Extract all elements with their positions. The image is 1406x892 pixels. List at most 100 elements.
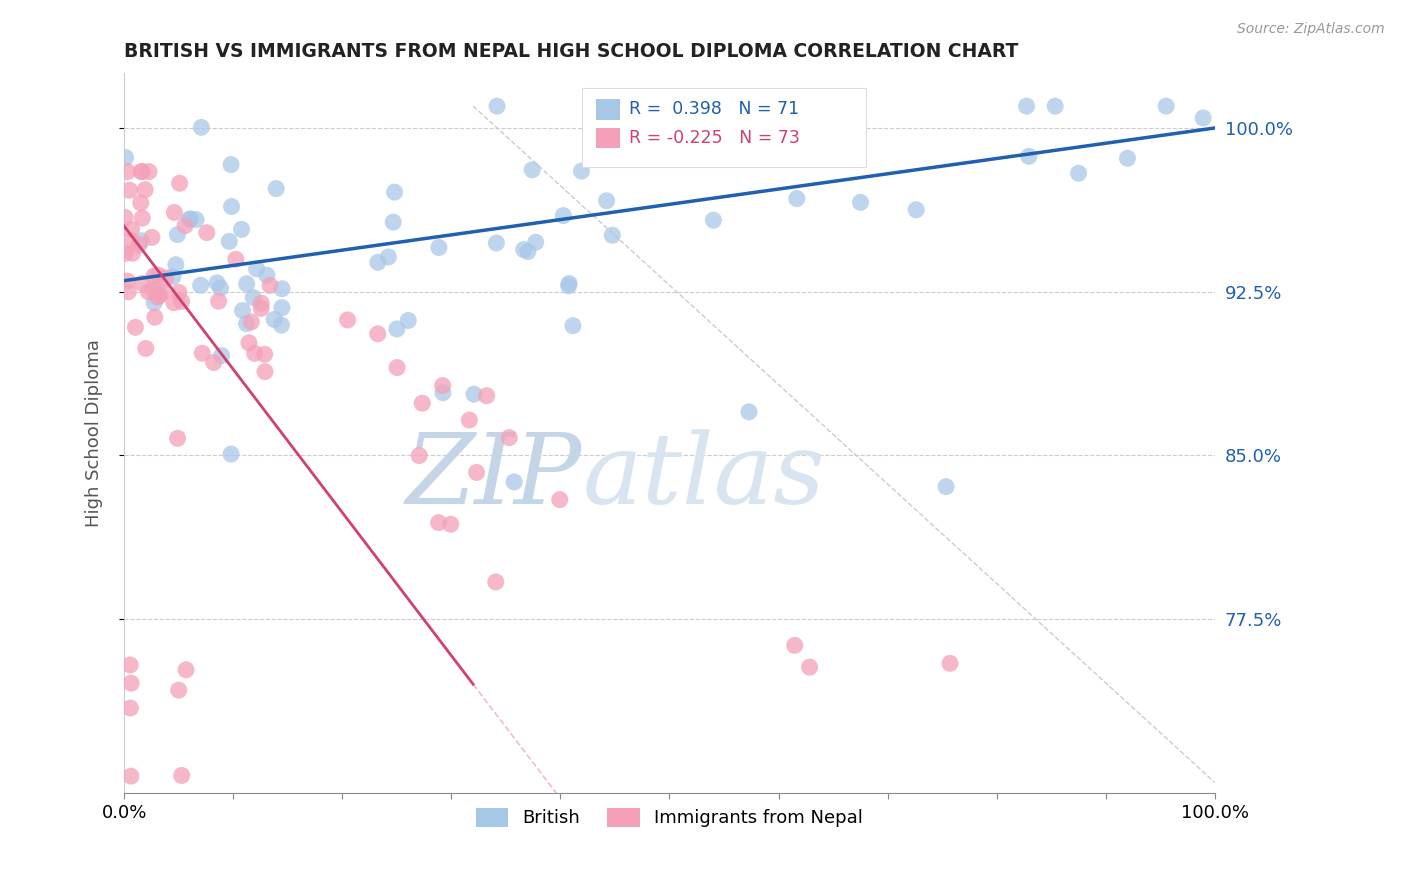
Point	[1192, 111, 1215, 125]
Point	[250, 296, 273, 310]
Point	[259, 278, 281, 293]
Point	[141, 230, 163, 244]
Point	[148, 288, 170, 302]
Point	[163, 205, 186, 219]
Point	[170, 294, 193, 309]
Text: R = -0.225   N = 73: R = -0.225 N = 73	[628, 129, 800, 147]
Text: ZIP: ZIP	[406, 429, 582, 524]
Point	[238, 335, 260, 350]
Point	[1154, 99, 1177, 113]
Point	[270, 318, 292, 332]
Point	[602, 228, 624, 243]
Point	[167, 285, 190, 300]
Point	[367, 255, 389, 269]
Point	[271, 282, 294, 296]
Point	[786, 192, 808, 206]
Point	[256, 268, 278, 283]
Point	[411, 396, 433, 410]
Point	[250, 301, 273, 316]
Point	[225, 252, 247, 267]
Point	[516, 244, 538, 259]
Point	[834, 147, 856, 161]
Point	[190, 278, 212, 293]
Point	[520, 162, 543, 177]
Point	[463, 387, 485, 401]
Point	[155, 271, 177, 285]
Point	[219, 158, 242, 172]
Point	[485, 235, 508, 250]
Y-axis label: High School Diploma: High School Diploma	[86, 340, 103, 527]
Point	[114, 151, 136, 165]
Point	[595, 194, 617, 208]
Point	[120, 701, 142, 715]
Point	[799, 660, 821, 674]
Point	[264, 181, 287, 195]
Point	[485, 574, 508, 589]
Point	[135, 342, 157, 356]
Bar	[596, 99, 620, 120]
Point	[427, 516, 450, 530]
Point	[271, 301, 294, 315]
Point	[427, 240, 450, 254]
Point	[202, 355, 225, 369]
Point	[465, 466, 488, 480]
Point	[1018, 149, 1040, 163]
Point	[242, 291, 264, 305]
Point	[169, 176, 191, 190]
Text: atlas: atlas	[582, 429, 825, 524]
Point	[1015, 99, 1038, 113]
Point	[263, 312, 285, 326]
Point	[503, 475, 526, 489]
Point	[117, 274, 139, 288]
Point	[385, 360, 408, 375]
Point	[129, 195, 152, 210]
Point	[384, 185, 406, 199]
Point	[823, 116, 845, 130]
Point	[498, 431, 520, 445]
Point	[783, 638, 806, 652]
Point	[131, 164, 153, 178]
Point	[138, 285, 160, 299]
Point	[117, 164, 139, 178]
Point	[207, 294, 229, 309]
Point	[571, 164, 593, 178]
Point	[235, 277, 257, 291]
Point	[120, 769, 142, 783]
Point	[129, 164, 152, 178]
Bar	[596, 128, 620, 148]
Point	[486, 99, 509, 113]
Point	[512, 243, 534, 257]
Point	[396, 313, 419, 327]
Point	[243, 346, 266, 360]
Point	[195, 226, 218, 240]
Point	[218, 235, 240, 249]
Point	[179, 212, 201, 227]
Point	[231, 222, 253, 236]
Point	[162, 269, 184, 284]
Point	[167, 683, 190, 698]
Point	[121, 222, 143, 236]
Point	[408, 449, 430, 463]
Point	[118, 183, 141, 197]
Point	[174, 219, 197, 233]
Point	[246, 261, 269, 276]
Point	[235, 317, 257, 331]
Point	[440, 517, 463, 532]
Point	[385, 322, 408, 336]
Point	[209, 281, 232, 295]
Point	[174, 663, 197, 677]
Point	[382, 215, 405, 229]
Point	[128, 237, 150, 252]
Point	[120, 234, 142, 248]
Point	[143, 268, 166, 283]
Text: R =  0.398   N = 71: R = 0.398 N = 71	[628, 101, 799, 119]
Point	[738, 405, 761, 419]
Point	[823, 112, 845, 126]
Point	[166, 431, 188, 445]
Point	[190, 120, 212, 135]
Point	[475, 389, 498, 403]
Point	[179, 211, 201, 226]
Point	[146, 283, 169, 297]
FancyBboxPatch shape	[582, 87, 866, 167]
Point	[1116, 151, 1139, 165]
